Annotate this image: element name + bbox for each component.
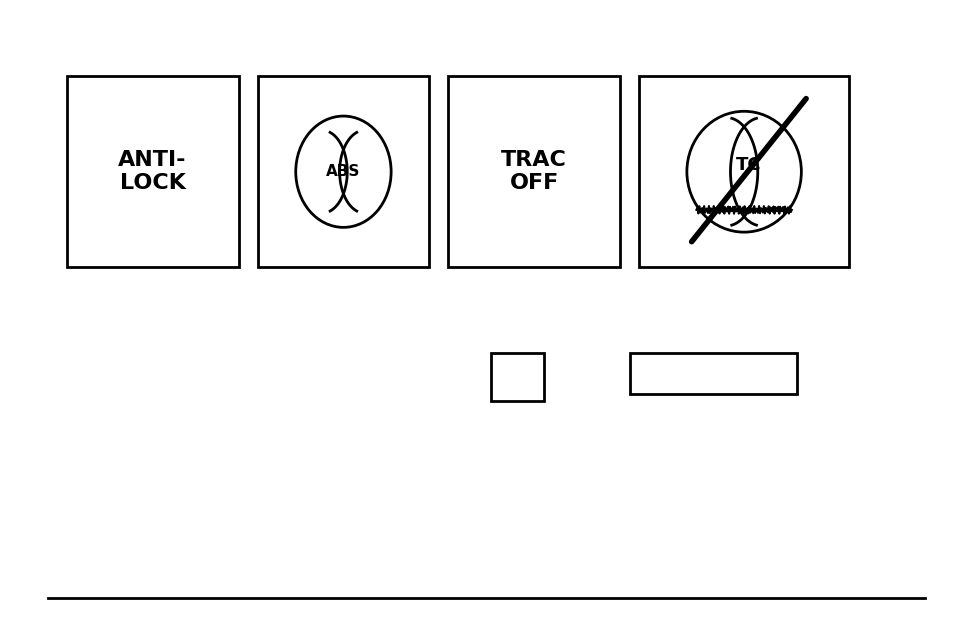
- Bar: [257, 76, 429, 267]
- Ellipse shape: [295, 116, 391, 227]
- Text: TRAC
OFF: TRAC OFF: [500, 150, 567, 193]
- Bar: [67, 76, 238, 267]
- Text: ANTI-
LOCK: ANTI- LOCK: [118, 150, 187, 193]
- Text: ABS: ABS: [326, 164, 360, 179]
- Text: TC: TC: [736, 156, 760, 174]
- Bar: [629, 353, 796, 394]
- Bar: [639, 76, 848, 267]
- Bar: [448, 76, 619, 267]
- Bar: [491, 353, 543, 401]
- Ellipse shape: [686, 111, 801, 232]
